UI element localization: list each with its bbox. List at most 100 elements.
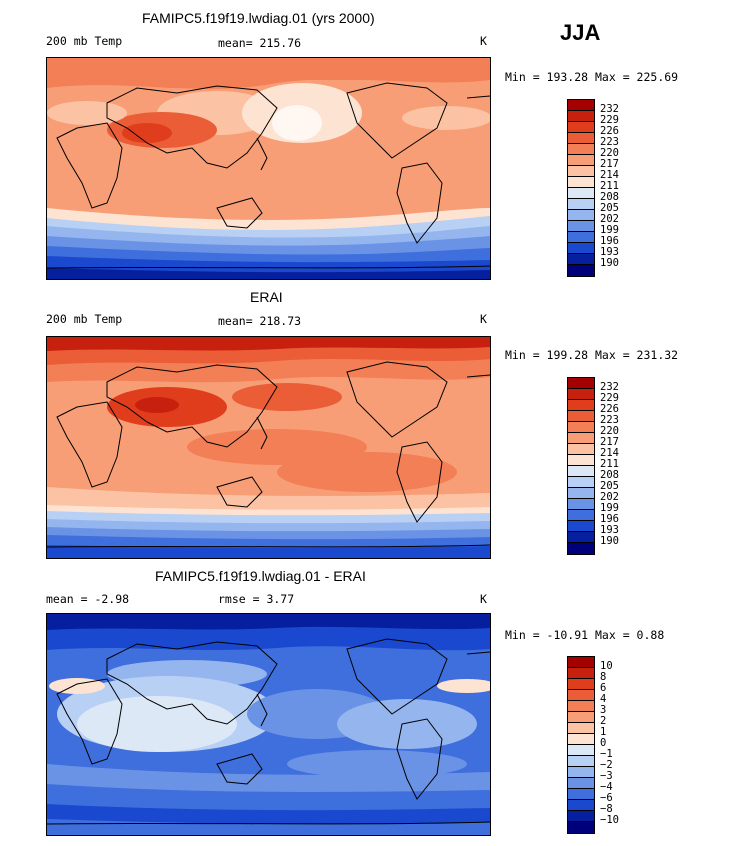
cbar-label: 196 (600, 235, 619, 247)
panel1-minmax: Min = 193.28 Max = 225.69 (505, 70, 679, 84)
panel2-minmax: Min = 199.28 Max = 231.32 (505, 348, 679, 362)
cbar-swatch (568, 122, 594, 133)
cbar-swatch (568, 177, 594, 188)
cbar-swatch (568, 210, 594, 221)
panel1-mean: mean= 215.76 (218, 36, 302, 50)
panel1-colorbar (567, 99, 595, 277)
cbar-swatch (568, 668, 594, 679)
cbar-swatch (568, 734, 594, 745)
panel3-title: FAMIPC5.f19f19.lwdiag.01 - ERAI (155, 568, 366, 584)
cbar-label: 208 (600, 469, 619, 481)
cbar-swatch (568, 521, 594, 532)
cbar-swatch (568, 756, 594, 767)
cbar-label: 223 (600, 136, 619, 148)
cbar-label: 226 (600, 403, 619, 415)
cbar-swatch (568, 155, 594, 166)
cbar-swatch (568, 111, 594, 122)
cbar-label: 217 (600, 158, 619, 170)
panel2-title: ERAI (250, 289, 283, 305)
cbar-label: −10 (600, 814, 619, 826)
season-label: JJA (560, 20, 601, 45)
cbar-label: 220 (600, 425, 619, 437)
cbar-swatch (568, 499, 594, 510)
cbar-label: 3 (600, 704, 607, 716)
cbar-swatch (568, 466, 594, 477)
cbar-label: 211 (600, 458, 619, 470)
cbar-label: 0 (600, 737, 607, 749)
cbar-swatch (568, 378, 594, 389)
cbar-swatch (568, 712, 594, 723)
cbar-label: −3 (600, 770, 613, 782)
cbar-label: 199 (600, 224, 619, 236)
cbar-label: 202 (600, 213, 619, 225)
cbar-label: 2 (600, 715, 607, 727)
cbar-label: 4 (600, 693, 607, 705)
panel3-minmax: Min = -10.91 Max = 0.88 (505, 628, 665, 642)
cbar-label: 193 (600, 524, 619, 536)
cbar-swatch (568, 444, 594, 455)
cbar-swatch (568, 701, 594, 712)
cbar-label: 202 (600, 491, 619, 503)
cbar-label: 199 (600, 502, 619, 514)
cbar-swatch (568, 488, 594, 499)
panel3-colorbar (567, 656, 595, 834)
cbar-label: 10 (600, 660, 613, 672)
cbar-swatch (568, 199, 594, 210)
cbar-label: 196 (600, 513, 619, 525)
cbar-swatch (568, 789, 594, 800)
cbar-swatch (568, 243, 594, 254)
panel1-colorbar-labels: 232 229 226 223 220 217 214 211 208 205 … (600, 104, 619, 269)
cbar-label: 205 (600, 202, 619, 214)
cbar-swatch (568, 510, 594, 521)
cbar-swatch (568, 188, 594, 199)
cbar-swatch (568, 822, 594, 833)
panel1-variable: 200 mb Temp (46, 34, 123, 48)
cbar-swatch (568, 532, 594, 543)
cbar-label: 214 (600, 169, 619, 181)
cbar-swatch (568, 778, 594, 789)
cbar-swatch (568, 221, 594, 232)
panel3-colorbar-labels: 10 8 6 4 3 2 1 0 −1 −2 −3 −4 −6 −8 −10 (600, 661, 619, 826)
cbar-label: 8 (600, 671, 607, 683)
panel3-units: K (480, 592, 487, 606)
cbar-swatch (568, 455, 594, 466)
cbar-label: 232 (600, 103, 619, 115)
cbar-label: 214 (600, 447, 619, 459)
panel2-colorbar (567, 377, 595, 555)
cbar-label: −2 (600, 759, 613, 771)
cbar-swatch (568, 389, 594, 400)
cbar-label: 220 (600, 147, 619, 159)
cbar-label: 193 (600, 246, 619, 258)
cbar-label: 205 (600, 480, 619, 492)
cbar-swatch (568, 100, 594, 111)
panel3-mean: mean = -2.98 (46, 592, 130, 606)
cbar-swatch (568, 543, 594, 554)
cbar-label: −8 (600, 803, 613, 815)
cbar-swatch (568, 400, 594, 411)
cbar-label: 1 (600, 726, 607, 738)
cbar-swatch (568, 679, 594, 690)
cbar-label: 229 (600, 114, 619, 126)
cbar-label: 190 (600, 257, 619, 269)
panel3-rmse: rmse = 3.77 (218, 592, 295, 606)
cbar-swatch (568, 477, 594, 488)
cbar-swatch (568, 433, 594, 444)
cbar-swatch (568, 232, 594, 243)
cbar-swatch (568, 811, 594, 822)
cbar-label: 232 (600, 381, 619, 393)
cbar-label: 6 (600, 682, 607, 694)
panel2-units: K (480, 312, 487, 326)
cbar-swatch (568, 254, 594, 265)
panel1-map (46, 57, 491, 280)
cbar-label: −6 (600, 792, 613, 804)
cbar-swatch (568, 800, 594, 811)
panel2-mean: mean= 218.73 (218, 314, 302, 328)
cbar-swatch (568, 265, 594, 276)
cbar-label: 211 (600, 180, 619, 192)
cbar-label: 226 (600, 125, 619, 137)
cbar-swatch (568, 690, 594, 701)
panel3-map (46, 613, 491, 836)
cbar-swatch (568, 411, 594, 422)
cbar-swatch (568, 133, 594, 144)
cbar-swatch (568, 166, 594, 177)
